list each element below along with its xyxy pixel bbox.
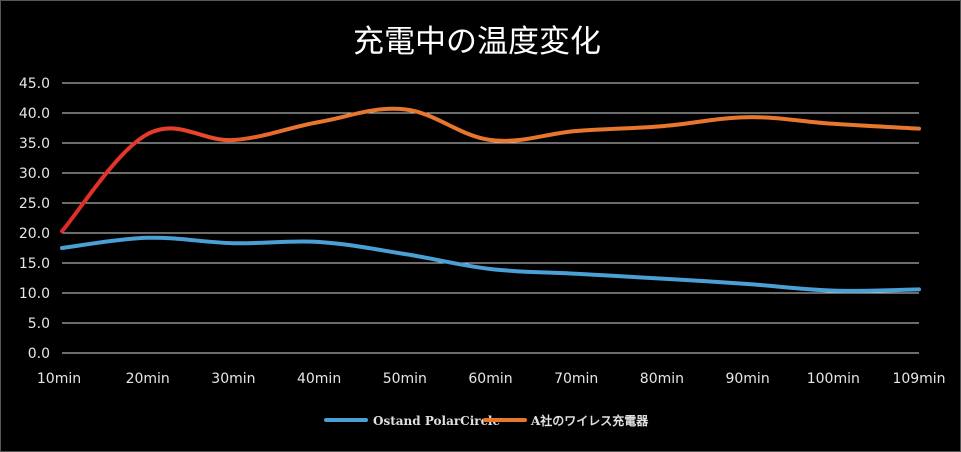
grid bbox=[62, 82, 919, 354]
y-tick-label: 30.0 bbox=[19, 166, 50, 182]
y-tick-label: 45.0 bbox=[19, 76, 50, 92]
x-tick-label: 30min bbox=[211, 371, 255, 387]
y-tick-label: 15.0 bbox=[19, 256, 50, 272]
y-tick-label: 0.0 bbox=[28, 346, 50, 362]
y-tick-label: 10.0 bbox=[19, 286, 50, 302]
y-axis-ticks: 0.0 5.0 10.0 15.0 20.0 25.0 30.0 35.0 40.0 45.0 bbox=[19, 76, 50, 362]
x-tick-label: 10min bbox=[37, 371, 81, 387]
y-tick-label: 5.0 bbox=[28, 316, 50, 332]
legend-label-2: A社のワイレス充電器 bbox=[530, 413, 649, 428]
x-tick-label: 90min bbox=[725, 371, 769, 387]
y-tick-label: 35.0 bbox=[19, 136, 50, 152]
x-tick-label: 20min bbox=[126, 371, 170, 387]
y-tick-label: 20.0 bbox=[19, 226, 50, 242]
x-tick-label: 40min bbox=[297, 371, 341, 387]
x-tick-label: 80min bbox=[640, 371, 684, 387]
series-line-2 bbox=[60, 106, 921, 234]
series-line-1 bbox=[60, 235, 921, 293]
series-lines bbox=[60, 106, 921, 293]
x-tick-label: 70min bbox=[554, 371, 598, 387]
legend: Ostand PolarCircle A社のワイレス充電器 bbox=[324, 413, 649, 428]
x-tick-label: 100min bbox=[807, 371, 860, 387]
chart-title: 充電中の温度変化 bbox=[353, 24, 601, 60]
y-tick-label: 40.0 bbox=[19, 106, 50, 122]
x-tick-label: 60min bbox=[468, 371, 512, 387]
x-tick-label: 50min bbox=[383, 371, 427, 387]
x-axis-ticks: 10min 20min 30min 40min 50min 60min 70min 80min… bbox=[37, 371, 946, 387]
legend-label-1: Ostand PolarCircle bbox=[373, 414, 500, 428]
y-tick-label: 25.0 bbox=[19, 196, 50, 212]
x-tick-label: 109min bbox=[892, 371, 945, 387]
